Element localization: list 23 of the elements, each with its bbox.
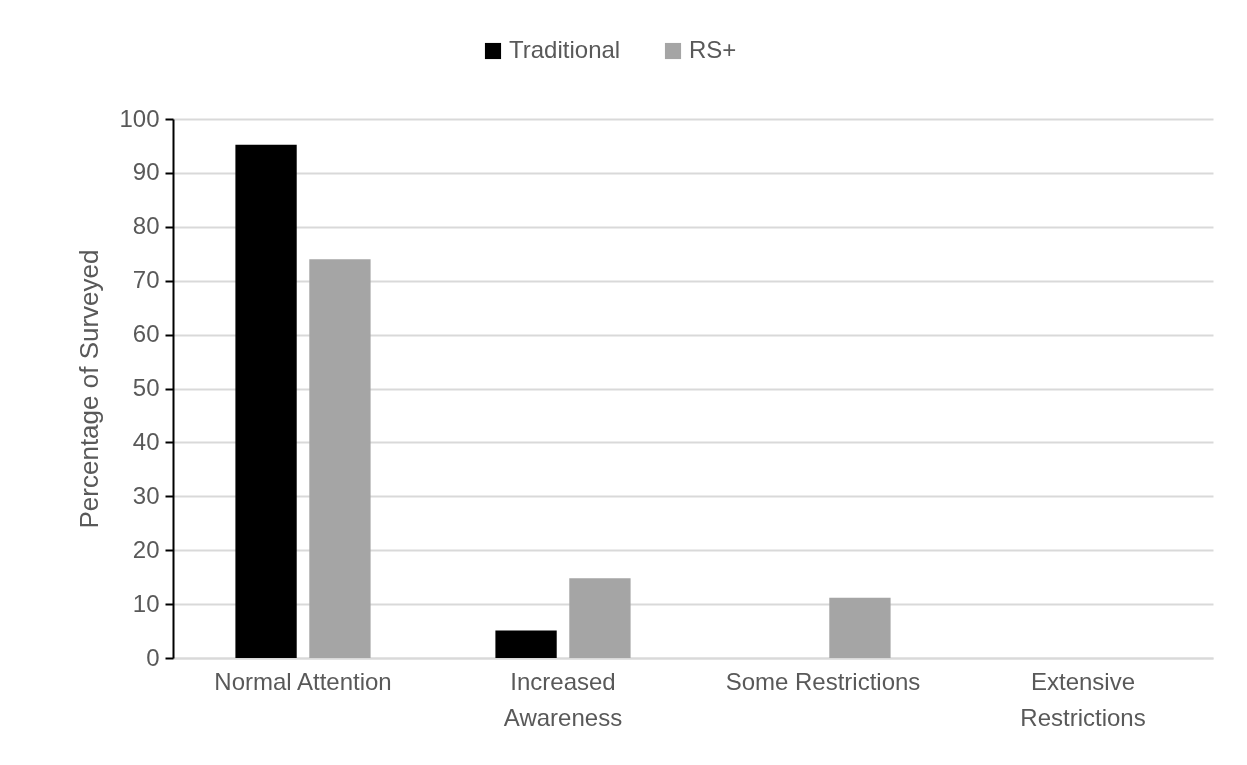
y-tick-label: 70	[132, 266, 160, 294]
y-tick-label: 90	[132, 158, 160, 186]
bar	[495, 630, 557, 658]
legend-label: RS+	[689, 36, 737, 63]
y-tick-label: 20	[132, 535, 160, 563]
legend-label: Traditional	[509, 36, 621, 63]
y-tick-label: 30	[132, 481, 160, 509]
bar	[235, 144, 297, 658]
x-tick-label: Increased Awareness	[503, 667, 623, 731]
y-axis-title: Percentage of Surveyed	[74, 249, 105, 529]
y-tick-label: 100	[119, 104, 160, 132]
y-tick-label: 80	[132, 212, 160, 240]
x-tick-label: Normal Attention	[214, 667, 392, 695]
y-tick-label: 40	[132, 427, 160, 455]
bar	[309, 259, 371, 658]
y-tick-label: 60	[132, 320, 160, 348]
y-tick-label: 50	[132, 374, 160, 401]
y-tick-label: 10	[132, 589, 160, 617]
bar	[569, 578, 631, 658]
x-tick-label: Some Restrictions	[725, 667, 921, 695]
bar	[829, 597, 891, 658]
y-tick-label: 0	[146, 643, 160, 671]
x-tick-label: Extensive Restrictions	[1020, 667, 1146, 731]
